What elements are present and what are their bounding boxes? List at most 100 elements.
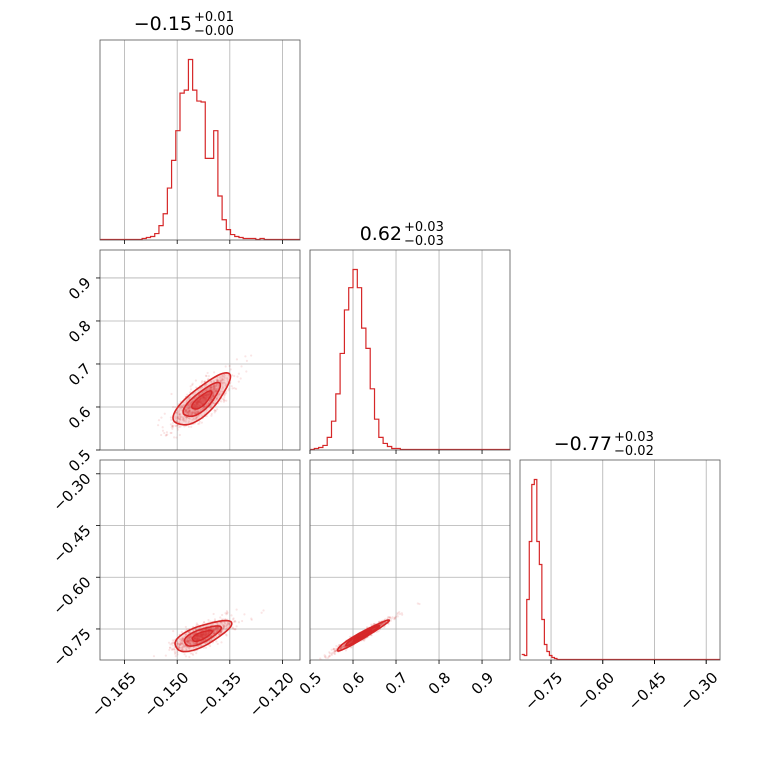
sample-point xyxy=(229,368,232,371)
sample-point xyxy=(187,646,190,650)
sample-point xyxy=(216,627,219,630)
sample-point xyxy=(330,648,333,651)
sample-point xyxy=(213,629,216,632)
sample-point xyxy=(201,407,205,411)
sample-point xyxy=(212,394,215,397)
sample-point xyxy=(215,378,219,381)
sample-point xyxy=(185,633,188,636)
sample-point xyxy=(220,631,223,634)
sample-point xyxy=(185,638,188,641)
sample-point xyxy=(224,392,228,395)
sample-point xyxy=(184,655,188,658)
x-tick-label: 0.6 xyxy=(339,669,369,699)
sample-point xyxy=(188,409,191,413)
sample-point xyxy=(216,626,219,629)
sample-point xyxy=(214,409,217,412)
sample-point xyxy=(177,410,181,414)
sample-point xyxy=(334,647,337,650)
sample-point xyxy=(186,639,190,642)
title-value: 0.62 xyxy=(360,223,402,245)
sample-point xyxy=(214,630,217,633)
sample-point xyxy=(227,621,230,625)
sample-point xyxy=(332,647,335,650)
y-tick-label: 0.7 xyxy=(65,360,95,390)
sample-point xyxy=(226,623,229,626)
panel-frame xyxy=(519,459,721,661)
sample-point xyxy=(215,388,218,391)
sample-point xyxy=(183,645,186,648)
sample-point xyxy=(203,385,207,388)
sample-point xyxy=(396,613,399,616)
sample-point xyxy=(326,656,329,660)
sample-point xyxy=(188,408,191,411)
sample-point xyxy=(418,602,421,606)
sample-point xyxy=(240,619,244,623)
sample-point xyxy=(186,640,190,644)
sample-point xyxy=(191,410,194,413)
sample-point xyxy=(228,364,231,368)
sample-point xyxy=(187,410,190,413)
sample-point xyxy=(223,382,226,385)
sample-point xyxy=(188,647,191,650)
sample-point xyxy=(188,409,191,413)
panel-title-3: −0.77 +0.03−0.02 xyxy=(554,430,654,459)
sample-point xyxy=(192,416,195,419)
title-plus: +0.03 xyxy=(614,430,654,445)
y-tick-label: −0.45 xyxy=(49,521,94,566)
sample-point xyxy=(196,410,199,414)
sample-point xyxy=(227,389,230,392)
sample-point xyxy=(328,654,332,657)
sample-point xyxy=(176,416,179,420)
sample-point xyxy=(198,420,201,423)
sample-point xyxy=(176,426,179,430)
sample-point xyxy=(230,374,234,377)
sample-point xyxy=(213,411,216,414)
sample-point xyxy=(191,418,194,421)
title-value: −0.15 xyxy=(134,13,192,35)
y-tick-label: 0.8 xyxy=(65,317,95,347)
sample-point xyxy=(380,623,383,626)
sample-point xyxy=(190,413,193,416)
sample-point xyxy=(187,407,191,410)
sample-point xyxy=(195,652,198,655)
sample-point xyxy=(212,392,215,395)
histogram-panel-3 xyxy=(519,459,721,664)
sample-point xyxy=(209,386,212,389)
sample-point xyxy=(187,637,190,641)
sample-point xyxy=(216,622,220,625)
x-tick-label: 0.7 xyxy=(382,669,412,699)
sample-point xyxy=(333,649,336,652)
sample-point xyxy=(222,624,225,627)
sample-point xyxy=(324,655,327,658)
sample-point xyxy=(189,388,193,391)
sample-point xyxy=(250,617,253,620)
sample-point xyxy=(213,391,216,394)
sample-point xyxy=(365,626,369,629)
sample-point xyxy=(181,404,184,407)
sample-point xyxy=(171,425,174,429)
sample-point xyxy=(190,638,193,641)
sample-point xyxy=(386,616,390,619)
sample-point xyxy=(187,640,190,643)
sample-point xyxy=(181,405,184,409)
sample-point xyxy=(194,628,198,631)
sample-point xyxy=(191,629,195,632)
sample-point xyxy=(211,386,214,389)
sample-point xyxy=(187,413,190,416)
sample-point xyxy=(219,632,222,635)
sample-point xyxy=(212,631,215,634)
sample-point xyxy=(340,646,343,650)
sample-point xyxy=(186,393,189,396)
sample-point xyxy=(189,639,192,642)
sample-point xyxy=(236,375,239,378)
sample-point xyxy=(176,428,179,431)
sample-point xyxy=(178,642,181,646)
contour-level-3 xyxy=(191,629,214,643)
sample-point xyxy=(199,640,202,644)
sample-point xyxy=(188,409,191,412)
sample-point xyxy=(235,358,239,361)
sample-point xyxy=(194,411,197,414)
sample-point xyxy=(181,641,184,645)
sample-point xyxy=(159,660,161,662)
x-tick-label: −0.45 xyxy=(625,669,670,714)
